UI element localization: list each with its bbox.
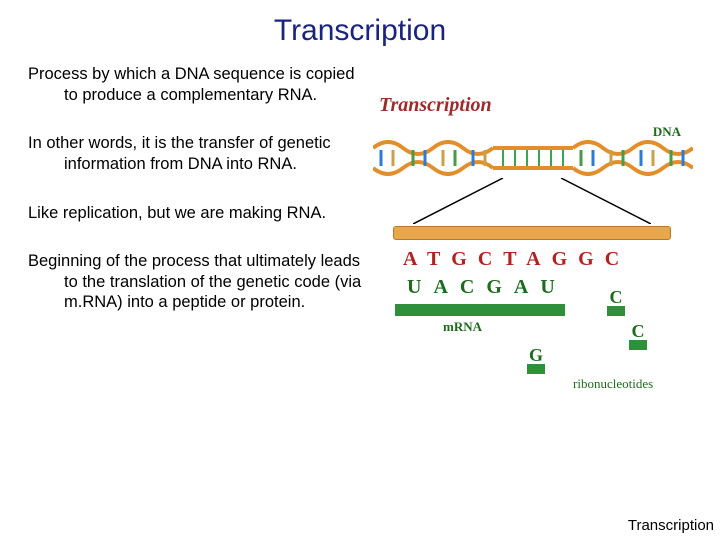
dna-label: DNA: [653, 124, 681, 140]
dna-helix-icon: [373, 140, 693, 176]
paragraph: Like replication, but we are making RNA.: [28, 203, 363, 224]
ribonucleotide-letter: C: [625, 324, 651, 338]
ribonucleotide: G: [523, 348, 549, 370]
paragraph: In other words, it is the transfer of ge…: [28, 133, 363, 174]
mrna-bar: [395, 304, 565, 316]
rna-sequence-text: UACGAU: [407, 276, 567, 299]
paragraph: Process by which a DNA sequence is copie…: [28, 64, 363, 105]
ribonucleotide-bar: [607, 306, 625, 316]
text-column: Process by which a DNA sequence is copie…: [28, 64, 373, 424]
ribonucleotide-letter: G: [523, 348, 549, 362]
slide-footer: Transcription: [628, 517, 714, 534]
transcription-diagram: Transcription DNA: [373, 94, 693, 424]
page-title: Transcription: [0, 0, 720, 54]
dna-template-bar: [393, 226, 671, 240]
diagram-column: Transcription DNA: [373, 64, 693, 424]
ribonucleotide-bar: [629, 340, 647, 350]
ribonucleotide: C: [603, 290, 629, 312]
ribonucleotide: C: [625, 324, 651, 346]
diagram-title: Transcription: [379, 94, 492, 117]
ribonucleotide-letter: C: [603, 290, 629, 304]
bracket-icon: [413, 178, 651, 224]
paragraph: Beginning of the process that ultimately…: [28, 251, 363, 313]
dna-sequence-text: ATGCTAGGC: [403, 248, 630, 271]
content-row: Process by which a DNA sequence is copie…: [0, 54, 720, 424]
ribonucleotides-label: ribonucleotides: [573, 376, 653, 392]
mrna-label: mRNA: [443, 319, 482, 335]
ribonucleotide-bar: [527, 364, 545, 374]
